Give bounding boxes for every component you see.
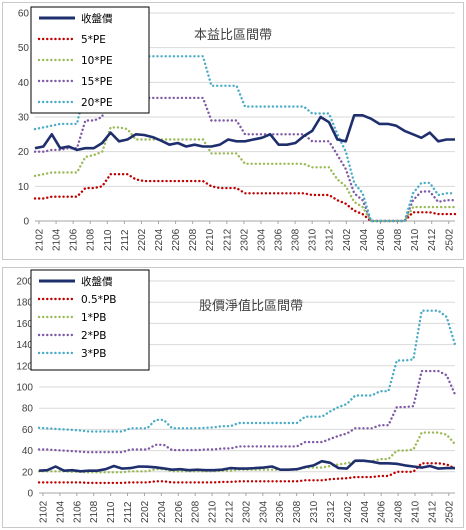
series-line-band-4	[37, 309, 457, 433]
x-tick-label: 2312	[325, 228, 336, 251]
chart-title: 本益比區間帶	[194, 28, 272, 43]
legend-label: 收盤價	[81, 275, 113, 288]
x-tick-label: 2212	[222, 228, 233, 251]
x-tick-label: 2102	[39, 500, 50, 523]
legend-label: 2*PB	[81, 330, 106, 342]
x-tick-label: 2410	[410, 228, 421, 251]
x-tick-label: 2404	[359, 228, 370, 251]
chart-title: 股價淨值比區間帶	[199, 298, 303, 314]
x-tick-label: 2302	[239, 228, 250, 251]
x-tick-label: 2302	[241, 500, 252, 523]
x-tick-label: 2408	[394, 500, 405, 523]
x-tick-label: 2202	[140, 500, 151, 523]
x-tick-label: 2110	[103, 229, 114, 251]
y-tick-label: 140	[16, 340, 33, 351]
legend-label: 收盤價	[81, 12, 113, 25]
y-tick-label: 40	[18, 78, 30, 89]
legend-label: 0.5*PB	[81, 294, 116, 306]
y-tick-label: 200	[16, 277, 33, 288]
x-tick-label: 2112	[120, 229, 131, 251]
gridlines	[39, 280, 455, 494]
series-line-band-2	[33, 126, 457, 223]
legend: 收盤價 0.5*PB 1*PB 2*PB 3*PB	[30, 269, 150, 371]
y-tick-label: 100	[16, 383, 33, 394]
x-tick-label: 2112	[123, 501, 134, 523]
x-tick-label: 2308	[292, 500, 303, 523]
x-tick-label: 2206	[174, 500, 185, 523]
y-tick-label: 60	[22, 425, 34, 436]
legend-label: 5*PE	[81, 34, 106, 46]
x-tick-label: 2410	[411, 500, 422, 523]
x-tick-label: 2306	[275, 500, 286, 523]
y-tick-label: 0	[27, 489, 33, 500]
x-tick-label: 2104	[55, 500, 66, 523]
x-tick-label: 2304	[256, 228, 267, 251]
x-tick-label: 2210	[205, 228, 216, 251]
x-tick-label: 2306	[274, 228, 285, 251]
y-tick-label: 160	[16, 319, 33, 330]
legend-label: 15*PE	[81, 76, 113, 88]
y-tick-label: 30	[18, 113, 30, 124]
y-tick-label: 80	[22, 404, 34, 415]
legend-label: 10*PE	[81, 55, 113, 67]
x-tick-label: 2502	[444, 228, 455, 251]
x-tick-label: 2208	[191, 500, 202, 523]
pe-band-chart-panel: 0 10 20 30 40 50 60 2102 2104 2106 2108 2110 2112 220…	[2, 2, 464, 260]
x-tick-label: 2204	[157, 500, 168, 523]
y-tick-label: 0	[23, 217, 29, 228]
x-tick-label: 2404	[360, 500, 371, 523]
x-tick-label: 2502	[444, 500, 455, 523]
x-tick-label: 2304	[258, 500, 269, 523]
x-tick-label: 2212	[225, 500, 236, 523]
x-tick-label: 2312	[326, 500, 337, 523]
x-tick-label: 2206	[171, 228, 182, 251]
x-tick-label: 2208	[188, 228, 199, 251]
pb-band-chart: 0 20 40 60 80 100 120 140 160 180 200 2102 2104 2106 2…	[16, 269, 457, 523]
x-tick-label: 2110	[106, 501, 117, 523]
y-tick-label: 20	[22, 467, 34, 478]
x-tick-label: 2402	[343, 500, 354, 523]
pe-band-chart: 0 10 20 30 40 50 60 2102 2104 2106 2108 2110 2112 220…	[18, 6, 457, 251]
legend-label: 20*PE	[81, 97, 113, 109]
series-line-band-1	[33, 172, 457, 223]
y-tick-label: 10	[18, 182, 30, 193]
y-tick-label: 60	[18, 9, 30, 20]
y-tick-label: 20	[18, 147, 30, 158]
x-tick-label: 2412	[427, 500, 438, 523]
x-tick-label: 2308	[291, 228, 302, 251]
y-tick-label: 120	[16, 361, 33, 372]
legend: 收盤價 5*PE 10*PE 15*PE 20*PE	[30, 6, 150, 114]
series-line-price	[34, 114, 455, 152]
x-tick-label: 2210	[208, 500, 219, 523]
series-line-band-3	[37, 369, 457, 454]
series-line-price	[38, 459, 455, 473]
x-tick-label: 2406	[376, 228, 387, 251]
x-tick-label: 2106	[69, 228, 80, 251]
legend-label: 3*PB	[81, 348, 106, 360]
x-tick-label: 2310	[308, 228, 319, 251]
series-line-band-1	[37, 462, 457, 485]
x-tick-label: 2102	[35, 228, 46, 251]
y-tick-label: 180	[16, 298, 33, 309]
x-tick-label: 2108	[86, 228, 97, 251]
x-tick-label: 2402	[342, 228, 353, 251]
pb-band-chart-panel: 0 20 40 60 80 100 120 140 160 180 200 2102 2104 2106 2…	[2, 267, 464, 528]
y-tick-label: 40	[22, 446, 34, 457]
x-tick-label: 2310	[309, 500, 320, 523]
x-tick-label: 2412	[427, 228, 438, 251]
y-tick-label: 50	[18, 43, 30, 54]
x-tick-label: 2106	[72, 500, 83, 523]
x-tick-label: 2202	[137, 228, 148, 251]
x-tick-label: 2108	[89, 500, 100, 523]
legend-label: 1*PB	[81, 312, 106, 324]
x-tick-label: 2406	[377, 500, 388, 523]
x-tick-label: 2204	[154, 228, 165, 251]
x-tick-label: 2408	[393, 228, 404, 251]
x-tick-label: 2104	[52, 228, 63, 251]
